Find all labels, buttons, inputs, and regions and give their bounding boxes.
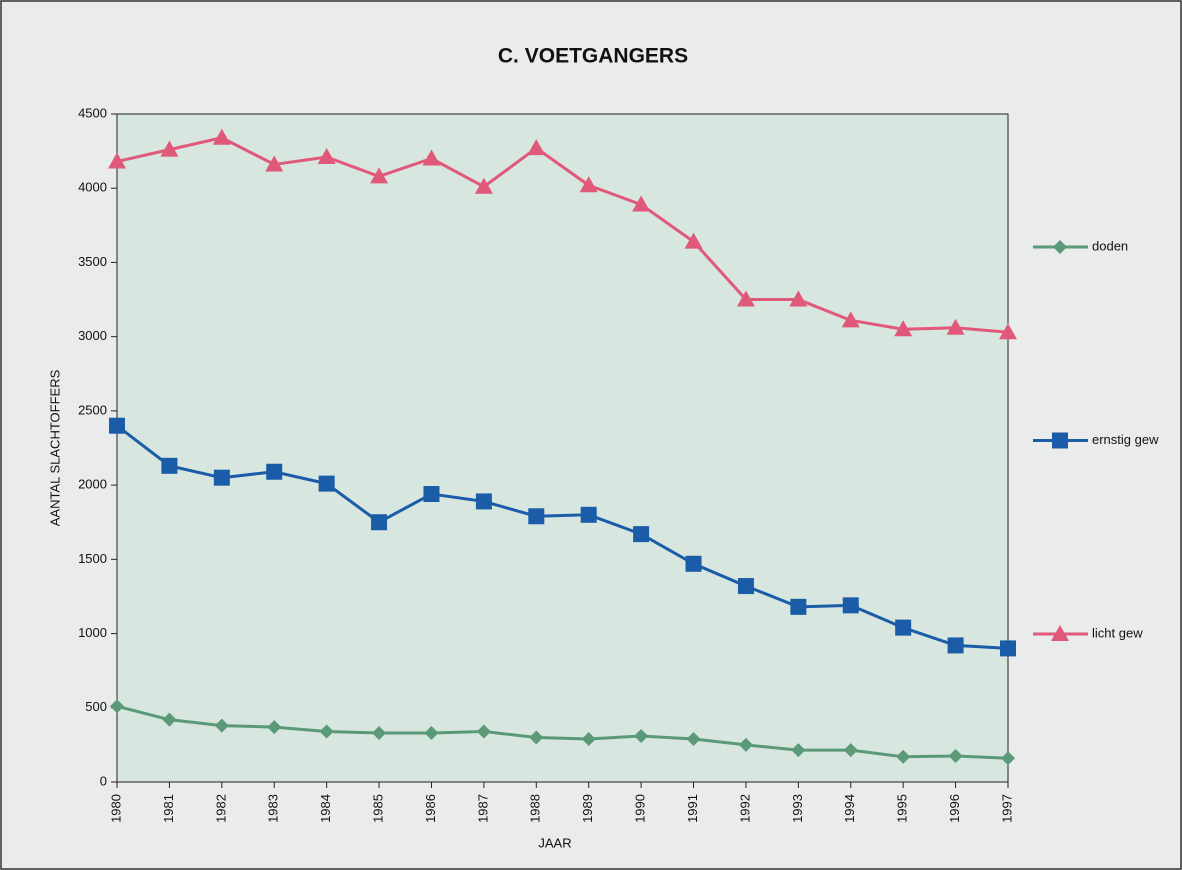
data-point xyxy=(162,712,177,727)
data-point xyxy=(895,619,912,636)
y-tick-label: 500 xyxy=(85,699,107,714)
y-axis-label: AANTAL SLACHTOFFERS xyxy=(47,369,62,526)
data-point xyxy=(110,699,124,714)
data-point xyxy=(318,475,335,492)
data-point xyxy=(160,140,179,157)
data-point xyxy=(685,555,702,572)
data-point xyxy=(948,749,963,764)
data-point xyxy=(370,167,389,184)
data-point xyxy=(736,290,755,307)
data-point xyxy=(790,598,807,615)
series-line xyxy=(116,424,1009,650)
y-tick-label: 4500 xyxy=(78,105,107,120)
x-tick-label: 1987 xyxy=(475,794,490,823)
data-point xyxy=(999,323,1017,340)
data-point xyxy=(474,177,493,194)
x-tick-label: 1988 xyxy=(528,794,543,823)
x-tick-label: 1990 xyxy=(633,794,648,823)
x-tick-label: 1986 xyxy=(423,794,438,823)
x-tick-label: 1992 xyxy=(737,794,752,823)
data-point xyxy=(684,232,703,249)
y-tick-label: 2500 xyxy=(78,402,107,417)
data-point xyxy=(422,149,441,166)
data-point xyxy=(791,743,806,758)
data-point xyxy=(475,493,492,510)
data-point xyxy=(266,463,283,480)
data-point xyxy=(161,457,178,474)
data-point xyxy=(634,728,649,743)
data-point xyxy=(265,155,284,172)
data-point xyxy=(579,176,598,193)
y-tick-label: 3500 xyxy=(78,254,107,269)
y-tick-label: 1000 xyxy=(78,625,107,640)
x-tick-label: 1983 xyxy=(266,794,281,823)
data-point xyxy=(843,743,858,758)
x-tick-label: 1996 xyxy=(947,794,962,823)
y-tick-label: 0 xyxy=(100,773,107,788)
x-tick-label: 1995 xyxy=(895,794,910,823)
data-point xyxy=(108,152,126,169)
data-point xyxy=(581,731,596,746)
legend-label: doden xyxy=(1092,238,1128,253)
chart-title: C. VOETGANGERS xyxy=(498,45,688,68)
data-point xyxy=(1001,751,1015,766)
data-point xyxy=(842,597,859,614)
data-point xyxy=(580,506,597,523)
data-point xyxy=(319,724,334,739)
x-tick-label: 1994 xyxy=(842,794,857,823)
data-point xyxy=(894,320,913,337)
data-point xyxy=(632,195,651,212)
x-tick-label: 1993 xyxy=(790,794,805,823)
data-point xyxy=(424,726,439,741)
y-tick-label: 1500 xyxy=(78,551,107,566)
x-tick-label: 1980 xyxy=(108,794,123,823)
legend-label: licht gew xyxy=(1092,625,1143,640)
x-tick-label: 1989 xyxy=(580,794,595,823)
x-tick-label: 1981 xyxy=(161,794,176,823)
data-point xyxy=(528,508,545,525)
series-line xyxy=(116,136,1009,334)
data-point xyxy=(527,139,546,156)
data-point xyxy=(633,526,650,543)
data-point xyxy=(317,148,336,165)
data-point xyxy=(841,311,860,328)
data-point xyxy=(946,318,965,335)
data-point xyxy=(686,731,701,746)
data-point xyxy=(789,290,808,307)
data-point xyxy=(738,737,753,752)
y-tick-label: 2000 xyxy=(78,477,107,492)
x-tick-label: 1985 xyxy=(370,794,385,823)
data-point xyxy=(947,637,964,654)
data-point xyxy=(529,730,544,745)
data-point xyxy=(212,128,231,145)
data-point xyxy=(476,724,491,739)
legend-marker xyxy=(1053,240,1067,254)
data-point xyxy=(423,486,440,503)
data-point xyxy=(737,578,754,595)
legend-marker xyxy=(1051,625,1069,641)
legend-label: ernstig gew xyxy=(1092,432,1159,447)
x-axis-label: JAAR xyxy=(538,835,571,850)
x-tick-label: 1984 xyxy=(318,794,333,823)
data-point xyxy=(372,726,387,741)
y-tick-label: 4000 xyxy=(78,180,107,195)
data-point xyxy=(1000,640,1016,657)
data-point xyxy=(896,749,911,764)
x-tick-label: 1991 xyxy=(685,794,700,823)
legend-marker xyxy=(1052,432,1068,449)
x-tick-label: 1997 xyxy=(999,794,1014,823)
plot-area xyxy=(116,113,1009,783)
x-tick-label: 1982 xyxy=(213,794,228,823)
data-point xyxy=(267,720,282,735)
data-point xyxy=(214,718,229,733)
data-point xyxy=(371,514,388,531)
data-point xyxy=(213,469,230,486)
series-line xyxy=(116,704,1009,760)
data-point xyxy=(109,417,125,434)
y-tick-label: 3000 xyxy=(78,328,107,343)
